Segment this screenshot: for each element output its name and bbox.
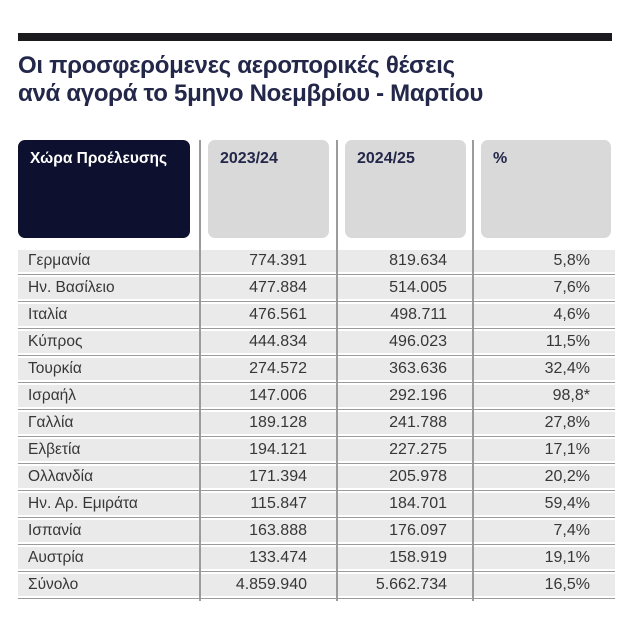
cell-percent: 27,8% — [544, 414, 590, 431]
cell-value-2024-25: 496.023 — [389, 333, 447, 350]
cell-percent: 5,8% — [553, 252, 590, 269]
cell-country: Σύνολο — [28, 576, 79, 593]
data-table: Χώρα Προέλευσης 2023/24 2024/25 % Γερμαν… — [18, 140, 615, 601]
table-row: Ελβετία 194.121 227.275 17,1% — [18, 439, 615, 461]
cell-country: Ελβετία — [28, 441, 81, 458]
table-header: Χώρα Προέλευσης 2023/24 2024/25 % — [18, 140, 615, 238]
cell-value-2023-24: 774.391 — [249, 252, 307, 269]
cell-percent: 19,1% — [544, 549, 590, 566]
table-row: Ιταλία 476.561 498.711 4,6% — [18, 304, 615, 326]
table-row: Γερμανία 774.391 819.634 5,8% — [18, 250, 615, 272]
cell-percent: 16,5% — [544, 576, 590, 593]
table-row: Ολλανδία 171.394 205.978 20,2% — [18, 466, 615, 488]
cell-country: Αυστρία — [28, 549, 84, 566]
cell-percent: 11,5% — [545, 333, 590, 350]
cell-value-2023-24: 444.834 — [249, 333, 307, 350]
cell-value-2023-24: 171.394 — [249, 468, 307, 485]
cell-value-2023-24: 115.847 — [250, 495, 307, 512]
table-row: Σύνολο 4.859.940 5.662.734 16,5% — [18, 574, 615, 596]
cell-percent: 32,4% — [544, 360, 590, 377]
cell-value-2023-24: 189.128 — [249, 414, 307, 431]
cell-value-2024-25: 158.919 — [389, 549, 447, 566]
table-row: Κύπρος 444.834 496.023 11,5% — [18, 331, 615, 353]
cell-percent: 7,6% — [553, 279, 590, 296]
cell-value-2023-24: 4.859.940 — [235, 576, 307, 593]
row-separator — [18, 569, 615, 574]
header-body-gap — [18, 238, 615, 250]
row-separator — [18, 353, 615, 358]
cell-country: Ην. Βασίλειο — [28, 279, 115, 296]
column-divider-1 — [199, 140, 201, 601]
row-separator — [18, 488, 615, 493]
page-title: Οι προσφερόμενες αεροπορικές θέσεις ανά … — [18, 52, 483, 108]
cell-country: Τουρκία — [28, 360, 82, 377]
cell-value-2023-24: 147.006 — [249, 387, 307, 404]
page-title-line1: Οι προσφερόμενες αεροπορικές θέσεις — [18, 52, 455, 79]
cell-value-2024-25: 514.005 — [389, 279, 447, 296]
cell-percent: 17,1% — [544, 441, 590, 458]
table-row: Ην. Βασίλειο 477.884 514.005 7,6% — [18, 277, 615, 299]
cell-percent: 59,4% — [544, 495, 590, 512]
header-percent: % — [481, 140, 611, 238]
cell-percent: 7,4% — [553, 522, 590, 539]
cell-value-2024-25: 227.275 — [389, 441, 447, 458]
cell-value-2024-25: 292.196 — [389, 387, 447, 404]
row-separator — [18, 542, 615, 547]
cell-value-2023-24: 274.572 — [249, 360, 307, 377]
row-separator — [18, 596, 615, 601]
table-body: Γερμανία 774.391 819.634 5,8% Ην. Βασίλε… — [18, 250, 615, 601]
cell-country: Ιταλία — [28, 306, 68, 323]
cell-value-2024-25: 363.636 — [389, 360, 447, 377]
table-row: Ην. Αρ. Εμιράτα 115.847 184.701 59,4% — [18, 493, 615, 515]
cell-value-2024-25: 498.711 — [390, 306, 447, 323]
cell-percent: 20,2% — [544, 468, 590, 485]
table-row: Ισραήλ 147.006 292.196 98,8* — [18, 385, 615, 407]
row-separator — [18, 299, 615, 304]
row-separator — [18, 326, 615, 331]
table-row: Ισπανία 163.888 176.097 7,4% — [18, 520, 615, 542]
cell-country: Ην. Αρ. Εμιράτα — [28, 495, 138, 512]
cell-value-2024-25: 241.788 — [389, 414, 447, 431]
cell-value-2024-25: 176.097 — [389, 522, 447, 539]
cell-value-2024-25: 5.662.734 — [375, 576, 447, 593]
cell-percent: 4,6% — [553, 306, 590, 323]
cell-value-2023-24: 163.888 — [249, 522, 307, 539]
cell-value-2023-24: 476.561 — [249, 306, 307, 323]
table-row: Αυστρία 133.474 158.919 19,1% — [18, 547, 615, 569]
cell-value-2023-24: 194.121 — [249, 441, 307, 458]
table-row: Γαλλία 189.128 241.788 27,8% — [18, 412, 615, 434]
row-separator — [18, 380, 615, 385]
cell-country: Γαλλία — [28, 414, 74, 431]
cell-country: Ισραήλ — [28, 387, 77, 404]
page-title-line2: ανά αγορά το 5μηνο Νοεμβρίου - Μαρτίου — [18, 80, 484, 107]
row-separator — [18, 272, 615, 277]
cell-value-2023-24: 477.884 — [249, 279, 307, 296]
column-divider-3 — [472, 140, 474, 601]
header-country: Χώρα Προέλευσης — [18, 140, 190, 238]
cell-value-2024-25: 205.978 — [389, 468, 447, 485]
row-separator — [18, 515, 615, 520]
cell-country: Ολλανδία — [28, 468, 94, 485]
cell-value-2024-25: 819.634 — [389, 252, 447, 269]
table-row: Τουρκία 274.572 363.636 32,4% — [18, 358, 615, 380]
cell-country: Κύπρος — [28, 333, 83, 350]
cell-value-2023-24: 133.474 — [249, 549, 307, 566]
cell-value-2024-25: 184.701 — [389, 495, 447, 512]
row-separator — [18, 407, 615, 412]
header-season-2023-24: 2023/24 — [208, 140, 329, 238]
top-accent-bar — [18, 33, 612, 41]
cell-country: Ισπανία — [28, 522, 82, 539]
row-separator — [18, 461, 615, 466]
column-divider-2 — [336, 140, 338, 601]
cell-country: Γερμανία — [28, 252, 91, 269]
row-separator — [18, 434, 615, 439]
cell-percent: 98,8* — [552, 387, 590, 404]
header-season-2024-25: 2024/25 — [345, 140, 466, 238]
